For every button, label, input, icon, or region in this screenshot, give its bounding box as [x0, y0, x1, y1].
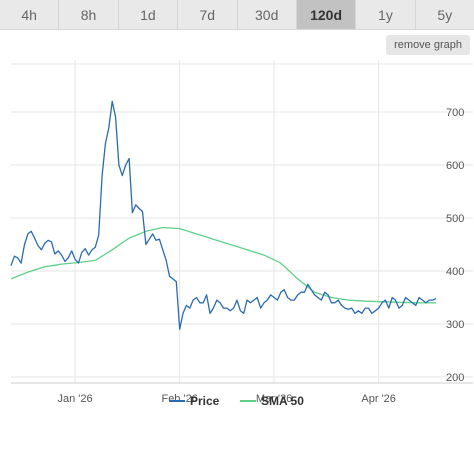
tab-120d[interactable]: 120d	[296, 0, 357, 29]
x-tick-label: Jan '26	[58, 393, 93, 405]
tab-1y[interactable]: 1y	[356, 0, 416, 29]
timeframe-tabs: 4h 8h 1d 7d 30d 120d 1y 5y	[0, 0, 474, 30]
y-tick-label: 300	[446, 319, 464, 331]
tab-5y[interactable]: 5y	[437, 6, 453, 23]
sma50-series-line	[10, 226, 436, 304]
y-axis: 200 300 400 500 600 700	[446, 107, 464, 384]
tab-1d[interactable]: 1d	[119, 0, 179, 29]
y-tick-label: 700	[446, 107, 464, 119]
x-tick-label: Apr '26	[361, 393, 396, 405]
chart-grid	[11, 60, 473, 383]
y-tick-label: 200	[446, 372, 464, 384]
tab-30d[interactable]: 30d	[238, 0, 297, 29]
tab-4h[interactable]: 4h	[0, 0, 60, 29]
tab-7d[interactable]: 7d	[178, 0, 238, 29]
remove-graph-button[interactable]: remove graph	[386, 35, 470, 55]
y-tick-label: 600	[446, 160, 464, 172]
chart-series	[10, 100, 437, 330]
tab-8h[interactable]: 8h	[59, 0, 119, 29]
price-series-line	[10, 100, 437, 330]
x-tick-label: Mar '26	[256, 393, 292, 405]
legend-price-label[interactable]: Price	[190, 394, 220, 408]
y-tick-label: 400	[446, 266, 464, 278]
chart-legend: Price SMA 50	[169, 394, 304, 408]
legend-sma-label[interactable]: SMA 50	[261, 394, 304, 408]
y-tick-label: 500	[446, 213, 464, 225]
